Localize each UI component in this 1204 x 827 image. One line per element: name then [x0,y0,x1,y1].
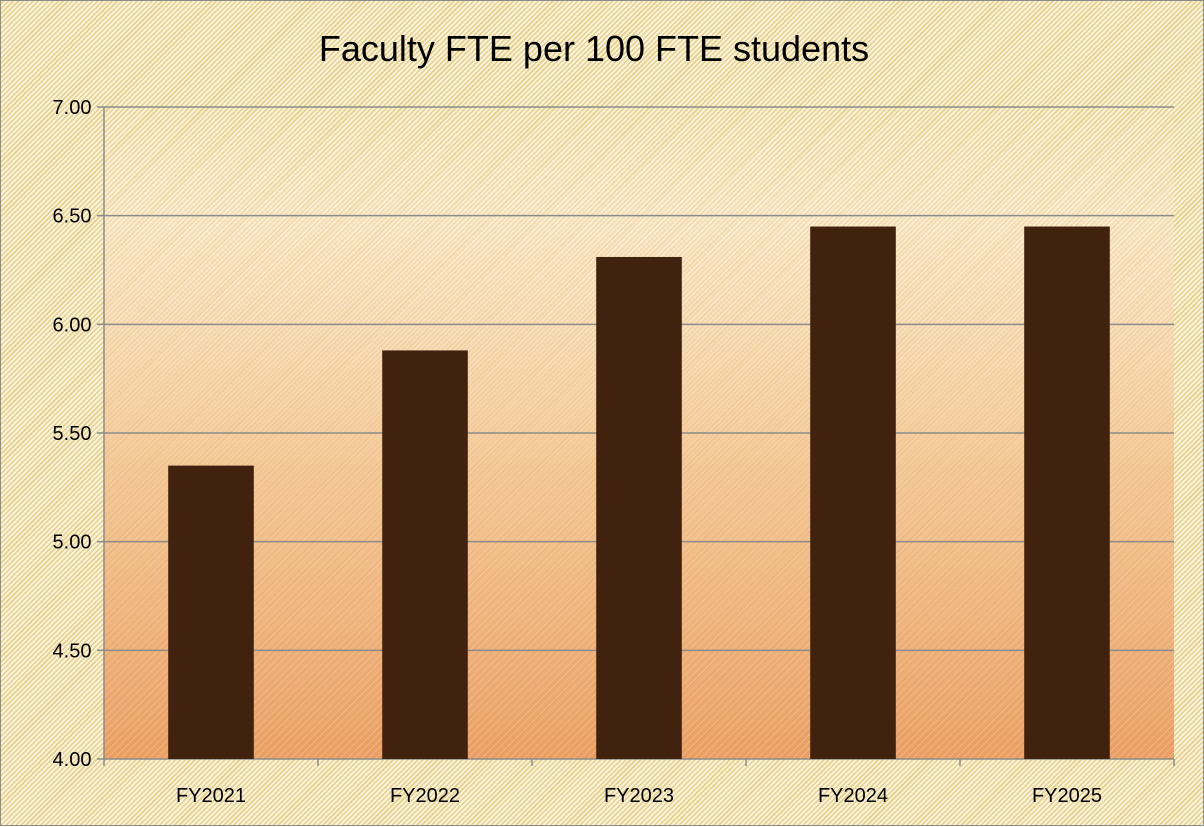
y-tick-label: 6.00 [53,314,92,336]
chart-title: Faculty FTE per 100 FTE students [319,28,869,69]
y-tick-label: 6.50 [53,206,92,228]
bars [168,226,1110,760]
bar-fy2025 [1024,226,1110,760]
bar-fy2023 [596,256,682,759]
x-tick-label: FY2022 [390,785,460,807]
x-tick-label: FY2024 [818,785,888,807]
bar-fy2022 [382,350,468,759]
y-tick-label: 5.00 [53,532,92,554]
bar-fy2024 [810,226,896,760]
y-tick-labels: 4.00 4.50 5.00 5.50 6.00 6.50 7.00 [53,97,92,771]
y-tick-label: 5.50 [53,423,92,445]
x-tick-label: FY2023 [604,785,674,807]
x-tick-labels: FY2021 FY2022 FY2023 FY2024 FY2025 [176,785,1102,807]
y-tick-label: 7.00 [53,97,92,119]
y-tick-label: 4.50 [53,640,92,662]
x-tick-label: FY2025 [1032,785,1102,807]
bar-fy2021 [168,465,254,759]
y-tick-label: 4.00 [53,749,92,771]
x-tick-label: FY2021 [176,785,246,807]
